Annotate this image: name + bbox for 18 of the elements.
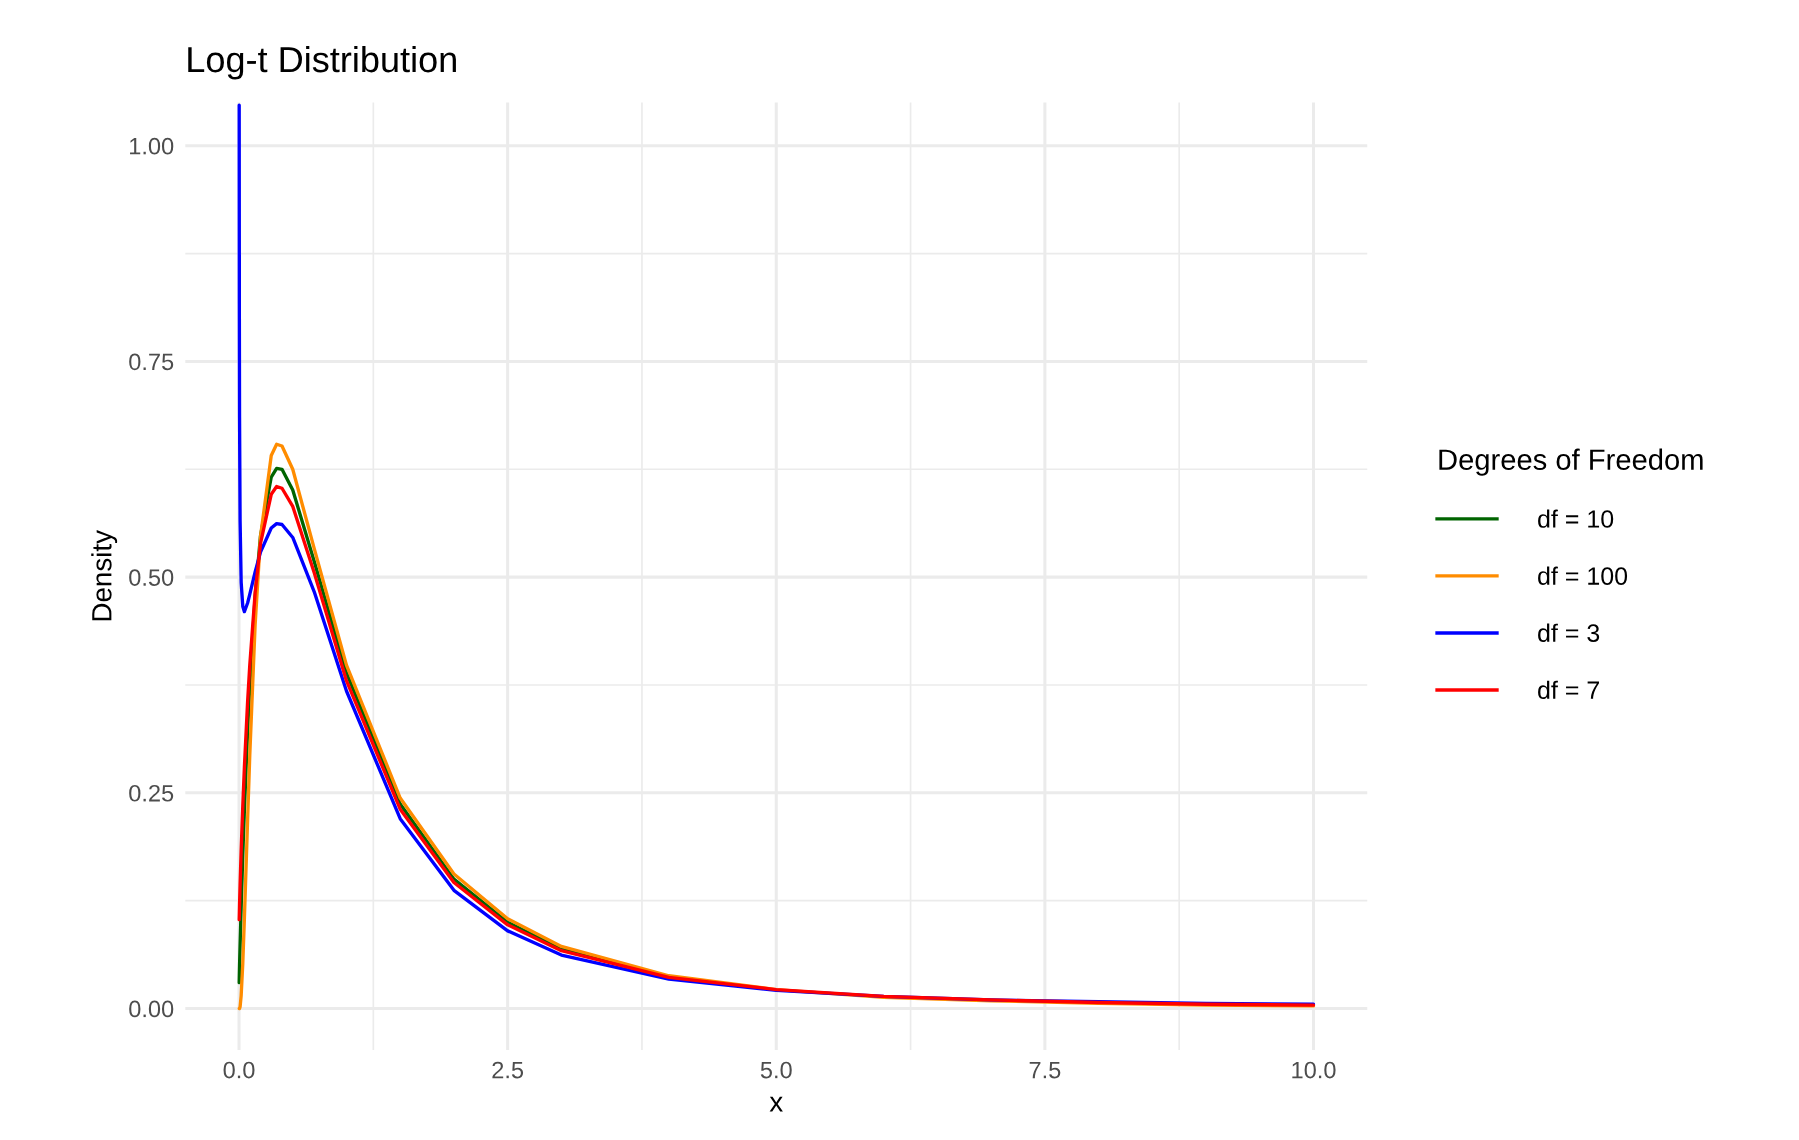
y-tick-label: 0.00 <box>129 1000 174 1018</box>
y-tick-label: 0.50 <box>129 569 174 586</box>
x-tick-label: 0.0 <box>223 1061 255 1079</box>
y-tick-label: 0.25 <box>129 784 174 802</box>
chart-title: Log-t Distribution <box>188 45 456 80</box>
y-tick-label: 0.75 <box>129 353 174 371</box>
x-tick-label: 7.5 <box>1029 1061 1061 1079</box>
x-tick-label: 5.0 <box>760 1061 792 1079</box>
legend-label: df = 100 <box>1538 566 1628 585</box>
legend-label: df = 10 <box>1538 509 1614 528</box>
y-tick-label: 1.00 <box>130 137 174 155</box>
x-axis-title: x <box>769 1096 783 1112</box>
legend-title: Degrees of Freedom <box>1439 448 1703 476</box>
x-tick-label: 2.5 <box>492 1061 524 1079</box>
legend-label: df = 3 <box>1538 623 1600 642</box>
x-tick-label: 10.0 <box>1292 1061 1336 1079</box>
legend-label: df = 7 <box>1538 680 1600 700</box>
y-axis-title: Density <box>91 530 118 621</box>
